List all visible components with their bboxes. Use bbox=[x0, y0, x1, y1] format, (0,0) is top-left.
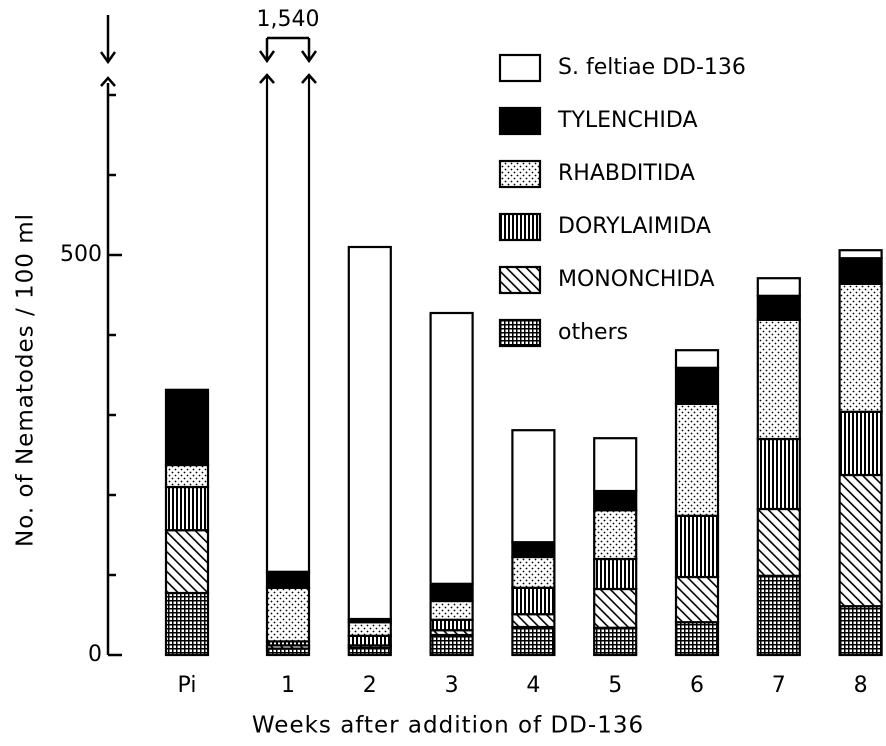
bar-segment bbox=[593, 587, 638, 629]
x-tick-label: 4 bbox=[526, 673, 540, 698]
y-tick-label: 500 bbox=[60, 242, 102, 267]
legend-swatch bbox=[498, 159, 542, 189]
bar-segment bbox=[265, 586, 311, 643]
legend-label: DORYLAIMIDA bbox=[558, 214, 711, 239]
x-tick-label: 3 bbox=[445, 673, 459, 698]
break-arrow bbox=[258, 50, 276, 64]
bar-segment bbox=[429, 599, 474, 621]
bar-segment bbox=[265, 73, 311, 573]
annotation: 1,540 bbox=[257, 7, 320, 32]
break-arrow bbox=[300, 50, 318, 64]
y-tick-label: 0 bbox=[88, 642, 102, 667]
break-cover bbox=[264, 71, 312, 77]
bar-segment bbox=[756, 318, 801, 441]
bar-segment bbox=[164, 591, 210, 657]
bar-segment bbox=[593, 489, 638, 512]
bar-segment bbox=[593, 437, 638, 493]
bar-segment bbox=[756, 277, 801, 297]
x-tick-label: 6 bbox=[690, 673, 704, 698]
bar-segment bbox=[265, 570, 311, 589]
legend-swatch bbox=[498, 265, 542, 295]
bar-segment bbox=[347, 621, 392, 637]
x-tick-label: Pi bbox=[178, 673, 197, 698]
legend-swatch bbox=[498, 53, 542, 83]
bar-segment bbox=[593, 626, 638, 657]
bar-segment bbox=[429, 311, 474, 585]
bar-segment bbox=[164, 485, 210, 532]
bar-segment bbox=[756, 294, 801, 321]
bar-segment bbox=[674, 349, 720, 369]
bar-segment bbox=[511, 541, 556, 559]
legend-label: S. feltiae DD-136 bbox=[558, 55, 746, 80]
bar-segment bbox=[838, 257, 883, 285]
legend-label: MONONCHIDA bbox=[558, 267, 715, 292]
x-axis-label: Weeks after addition of DD-136 bbox=[252, 713, 644, 739]
bar-segment bbox=[593, 557, 638, 591]
legend-swatch bbox=[498, 106, 542, 136]
bar-segment bbox=[674, 402, 720, 517]
bar-segment bbox=[511, 586, 556, 616]
legend-label: others bbox=[558, 320, 628, 345]
axis-break bbox=[301, 73, 317, 84]
bar-segment bbox=[838, 249, 883, 260]
x-tick-label: 1 bbox=[281, 673, 295, 698]
legend-swatch bbox=[498, 212, 542, 242]
bar-segment bbox=[511, 555, 556, 589]
axis-break bbox=[259, 73, 275, 84]
bar-segment bbox=[164, 463, 210, 489]
bar-segment bbox=[164, 388, 210, 467]
bar-segment bbox=[511, 625, 556, 657]
bar-segment bbox=[838, 410, 883, 477]
bar-segment bbox=[593, 509, 638, 561]
bar-segment bbox=[511, 429, 556, 544]
bar-segment bbox=[674, 366, 720, 405]
axis-break bbox=[99, 15, 117, 87]
bar-segment bbox=[756, 437, 801, 511]
bar-segment bbox=[429, 618, 474, 632]
legend-label: TYLENCHIDA bbox=[557, 108, 698, 133]
bar-segment bbox=[347, 634, 392, 647]
legend-swatch bbox=[498, 318, 542, 348]
bar-segment bbox=[674, 514, 720, 579]
bar-segment bbox=[756, 507, 801, 577]
y-axis-label: No. of Nematodes / 100 ml bbox=[13, 213, 39, 547]
x-tick-label: 5 bbox=[608, 673, 622, 698]
bar-segment bbox=[674, 621, 720, 657]
legend-label: RHABDITIDA bbox=[558, 161, 695, 186]
bar-segment bbox=[164, 529, 210, 595]
bar-segment bbox=[347, 245, 392, 621]
bar-segment bbox=[429, 582, 474, 603]
bar-segment bbox=[674, 575, 720, 624]
x-tick-label: 8 bbox=[854, 673, 868, 698]
bar-segment bbox=[838, 605, 883, 657]
bar-segment bbox=[756, 574, 801, 657]
bar-segment bbox=[838, 473, 883, 608]
x-tick-label: 2 bbox=[363, 673, 377, 698]
bar-segment bbox=[511, 613, 556, 629]
bar-segment bbox=[838, 282, 883, 413]
bar-segment bbox=[429, 633, 474, 657]
x-tick-label: 7 bbox=[772, 673, 786, 698]
